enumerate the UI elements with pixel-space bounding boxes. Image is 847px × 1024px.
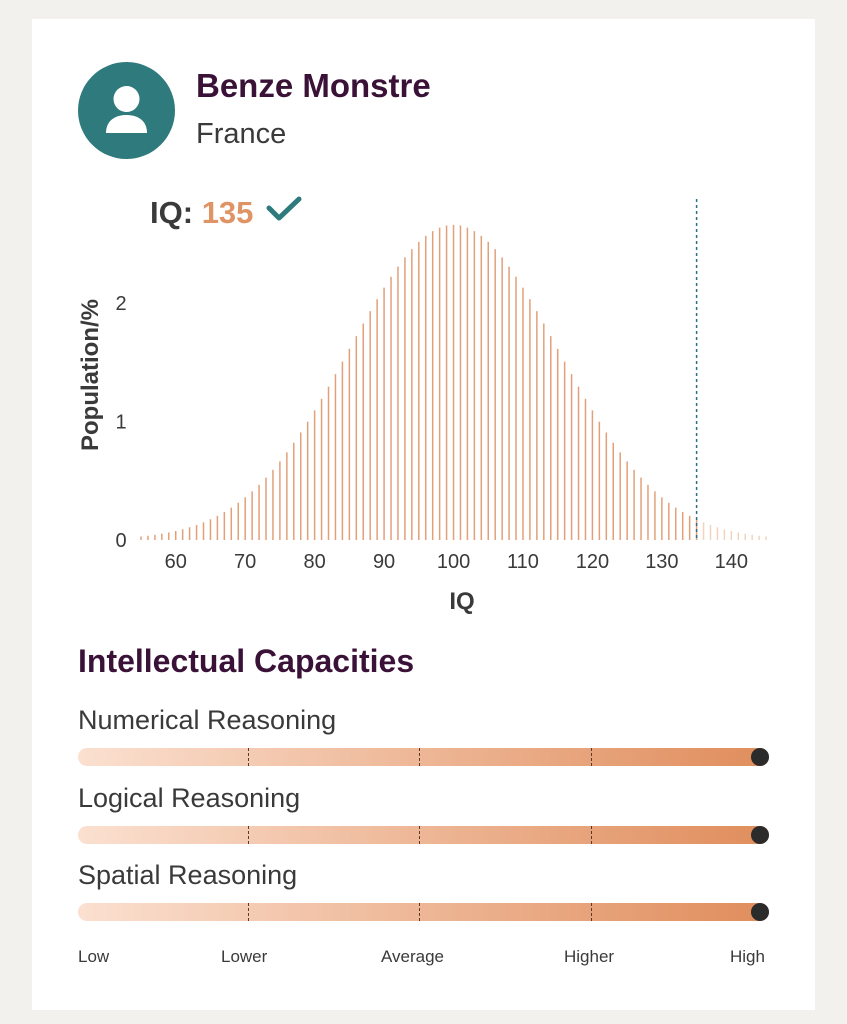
x-tick-label: 100 — [437, 551, 470, 573]
x-tick-label: 80 — [304, 551, 326, 573]
capacity-tick — [419, 748, 420, 766]
capacity-knob-spatial — [751, 903, 769, 921]
capacity-tick — [591, 903, 592, 921]
scale-label-lower: Lower — [221, 947, 268, 966]
check-icon — [266, 196, 302, 221]
capacity-tick — [419, 826, 420, 844]
avatar — [78, 62, 175, 159]
capacity-bar-spatial — [78, 903, 769, 921]
capacity-label-numerical: Numerical Reasoning — [78, 705, 337, 735]
x-tick-label: 140 — [715, 551, 748, 573]
iq-label: IQ: — [150, 195, 194, 230]
capacity-label-logical: Logical Reasoning — [78, 783, 301, 813]
y-tick-label: 1 — [115, 412, 126, 434]
x-tick-label: 130 — [645, 551, 678, 573]
y-tick-label: 2 — [115, 293, 126, 315]
x-tick-label: 120 — [576, 551, 609, 573]
x-axis-label: IQ — [449, 588, 474, 615]
x-tick-label: 110 — [507, 551, 539, 573]
x-tick-label: 90 — [373, 551, 395, 573]
iq-value: 135 — [201, 195, 254, 230]
capacity-bar-numerical — [78, 748, 769, 766]
capacity-tick — [419, 903, 420, 921]
profile-name: Benze Monstre — [196, 67, 431, 104]
x-tick-label: 70 — [234, 551, 256, 573]
capacity-tick — [591, 748, 592, 766]
capacity-tick — [248, 748, 249, 766]
section-title: Intellectual Capacities — [78, 643, 415, 679]
capacity-tick — [591, 826, 592, 844]
profile-country: France — [196, 118, 287, 150]
iq-distribution-chart: 60 70 80 90 100 110 120 130 140 0 1 2 IQ Population/% — [77, 199, 767, 615]
y-axis-label: Population/% — [77, 299, 104, 451]
iq-score: IQ: 135 — [150, 195, 253, 231]
scale-label-low: Low — [78, 947, 110, 966]
capacity-tick — [248, 826, 249, 844]
x-tick-label: 60 — [165, 551, 187, 573]
scale-label-higher: Higher — [564, 947, 615, 966]
scale-label-average: Average — [381, 947, 445, 966]
capacity-tick — [248, 903, 249, 921]
capacity-label-spatial: Spatial Reasoning — [78, 860, 298, 890]
y-tick-label: 0 — [115, 530, 126, 552]
user-icon — [106, 86, 147, 133]
capacity-knob-logical — [751, 826, 769, 844]
capacity-bar-logical — [78, 826, 769, 844]
scale-label-high: High — [730, 947, 765, 966]
result-card: Benze Monstre France IQ: 135 60 70 80 90 100… — [32, 19, 815, 1010]
capacity-knob-numerical — [751, 748, 769, 766]
